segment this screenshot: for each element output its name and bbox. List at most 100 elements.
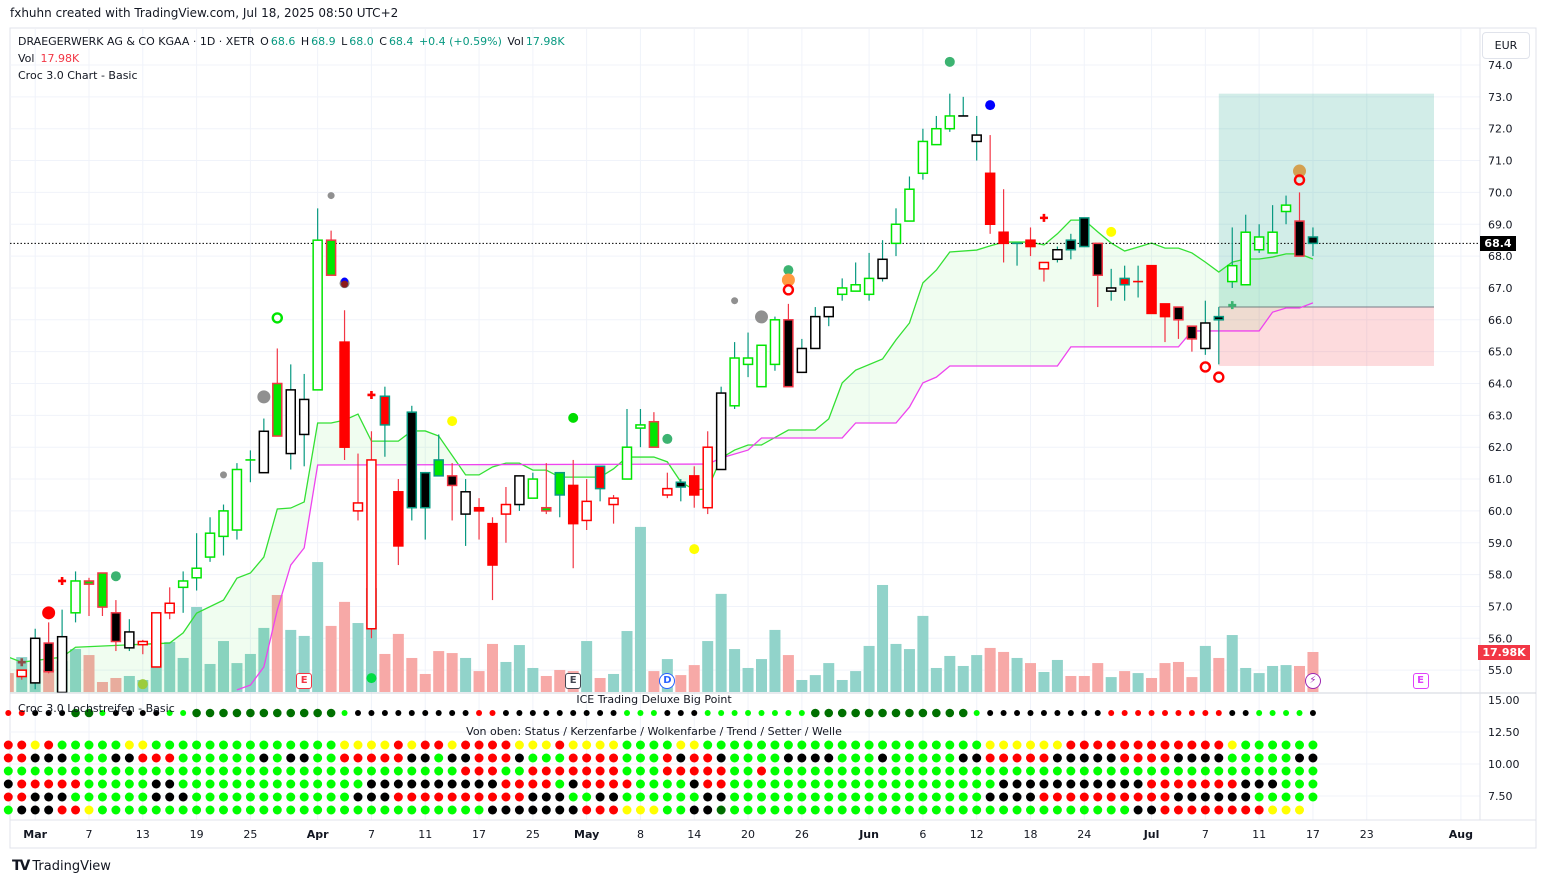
lochstreifen-dot [219,766,228,776]
lochstreifen-dot [797,805,807,815]
symbol-name[interactable]: DRAEGERWERK AG & CO KGAA · 1D · XETR [18,35,255,48]
big-point-dot [691,710,698,716]
volume-bar [917,615,929,692]
candle [245,450,256,483]
lochstreifen-dot [904,792,914,802]
candle [1240,214,1251,286]
lochstreifen-dot [1039,753,1049,763]
lochstreifen-dot [1026,740,1035,750]
lochstreifen-dot [434,740,444,750]
earnings-event-icon[interactable]: E [296,673,313,689]
lochstreifen-dot [568,779,578,789]
price-axis-label: 61.0 [1488,473,1513,486]
lochstreifen-dot [999,779,1009,789]
candle [298,373,310,467]
lochstreifen-dot [810,753,820,763]
candle-body [110,612,122,643]
candle-body [931,127,942,146]
volume-bar [500,661,512,692]
candle-body [1025,239,1036,248]
lochstreifen-dot [192,779,202,789]
lochstreifen-dot [84,753,94,763]
last-volume-tag: 17.98K [1478,645,1530,660]
lochstreifen-dot [568,805,578,815]
lochstreifen-dot [366,805,376,815]
lochstreifen-dot [232,805,242,815]
lochstreifen-dot [461,753,471,763]
lochstreifen-title[interactable]: Croc 3.0 Lochstreifen - Basic [18,702,175,715]
lochstreifen-dot [420,779,430,789]
lochstreifen-dot [192,805,202,815]
indicator-title[interactable]: Croc 3.0 Chart - Basic [18,69,138,82]
volume-bar [1038,671,1050,692]
lochstreifen-dot [326,779,336,789]
lochstreifen-dot [84,779,94,789]
lochstreifen-dot [730,805,740,815]
volume-bar [782,655,794,692]
lochstreifen-dot [245,779,255,789]
lochstreifen-dot [810,766,820,776]
volume-bar [150,647,162,692]
candle [16,669,27,680]
candle [420,471,431,540]
lochstreifen-dot [1214,792,1224,802]
lochstreifen-dot [716,805,726,815]
lochstreifen-dot [44,766,54,776]
volume-bar [944,655,956,692]
lochstreifen-dot [178,805,188,815]
candle-body [796,347,808,374]
lochstreifen-dot [945,792,955,802]
lochstreifen-dot [1214,753,1224,763]
lochstreifen-dot [232,766,242,776]
lochstreifen-dot [30,753,40,763]
lochstreifen-dot [366,779,376,789]
news-event-icon[interactable]: ⚡ [1304,673,1321,689]
lochstreifen-dot [757,753,766,763]
lochstreifen-dot [30,766,40,776]
lochstreifen-dot [461,805,471,815]
volume-legend[interactable]: Vol 17.98K [18,52,79,65]
volume-bar [96,681,108,692]
big-point-dot [1188,710,1195,716]
big-point-dot [1175,710,1182,716]
lochstreifen-dot [1066,766,1076,776]
big-point-dot [1108,710,1115,716]
candle [204,517,216,562]
lochstreifen-dot [138,753,148,763]
lochstreifen-dot [1241,753,1251,763]
candle-body [1146,264,1157,315]
low-value: 68.0 [349,35,374,48]
lochstreifen-dot [1281,805,1291,815]
big-point-dot [1242,710,1249,716]
lower-axis-label: 7.50 [1488,790,1513,803]
signal-cross-icon [1228,301,1237,310]
lochstreifen-dot [1308,740,1318,750]
symbol-legend[interactable]: DRAEGERWERK AG & CO KGAA · 1D · XETR O 68… [18,35,567,48]
earnings-event-icon[interactable]: E [565,673,582,689]
candle [352,453,364,521]
lochstreifen-dot [514,766,524,776]
lochstreifen-dot [259,779,269,789]
lochstreifen-dot [44,779,54,789]
tradingview-logo[interactable]: TV TradingView [12,858,111,874]
lochstreifen-dot [501,779,511,789]
currency-button[interactable]: EUR [1482,32,1530,59]
lochstreifen-dot [810,805,820,815]
price-axis-label: 55.0 [1488,664,1513,677]
lochstreifen-dot [757,779,766,789]
candle [890,208,902,257]
lochstreifen-dot [595,792,605,802]
volume-bar [715,593,727,692]
lochstreifen-dot [1200,753,1210,763]
dividend-event-icon[interactable]: D [659,673,676,689]
lochstreifen-dot [1268,766,1278,776]
big-point-dot [1067,710,1074,716]
lochstreifen-dot [622,792,632,802]
earnings-event-icon[interactable]: E [1412,673,1429,689]
lochstreifen-dot [286,766,296,776]
big-point-dot [71,708,80,718]
lochstreifen-dot [770,766,780,776]
price-axis[interactable]: 74.0 73.0 72.0 71.0 70.0 69.0 68.0 67.0 66.0 65.0… [1488,59,1513,677]
lochstreifen-dot [57,740,67,750]
